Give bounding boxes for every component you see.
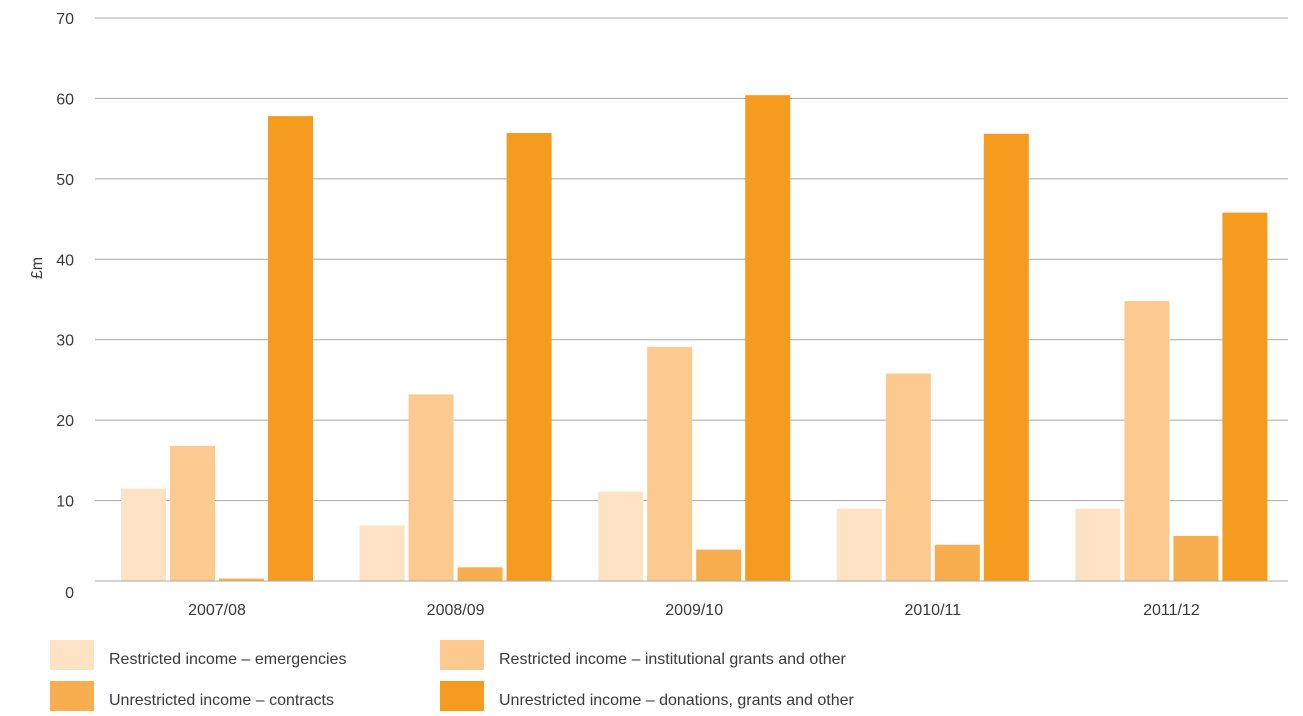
legend-label: Unrestricted income – contracts [109,692,334,709]
y-axis-label: £m [29,257,46,279]
y-axis-ticks: 0 10 20 30 40 50 60 70 [56,11,74,602]
legend: Restricted income – emergencies Restricte… [50,640,855,711]
legend-label: Unrestricted income – donations, grants … [499,692,855,709]
y-tick-label: 70 [56,11,74,28]
y-tick-label: 10 [56,494,74,511]
bar-2011-12-series-3 [1173,535,1219,581]
bar-2007-08-series-3 [219,578,264,581]
x-tick-label: 2011/12 [1143,602,1200,619]
legend-label: Restricted income – institutional grants… [499,651,847,668]
bar-2008-09-series-3 [457,567,503,581]
legend-swatch [50,640,94,670]
x-tick-label: 2009/10 [665,602,723,619]
bar-2011-12-series-2 [1124,301,1170,581]
bar-2009-10-series-1 [598,491,644,581]
bar-2010-11-series-4 [983,133,1029,581]
legend-swatch [50,681,94,711]
x-tick-label: 2008/09 [427,602,485,619]
bar-2007-08-series-4 [268,116,313,581]
bar-2007-08-series-1 [121,488,166,581]
bar-2007-08-series-2 [170,445,215,581]
bar-2008-09-series-2 [408,394,454,581]
legend-swatch [440,681,484,711]
x-tick-label: 2007/08 [188,602,246,619]
x-tick-label: 2010/11 [904,602,961,619]
y-tick-label: 0 [65,585,74,602]
bar-2008-09-series-1 [359,525,405,581]
bar-2011-12-series-4 [1222,212,1268,581]
y-tick-label: 20 [56,413,74,430]
legend-swatch [440,640,484,670]
bar-2010-11-series-3 [934,544,980,581]
bars [121,95,1268,581]
bar-2008-09-series-4 [506,133,552,581]
bar-2009-10-series-3 [696,549,742,581]
y-tick-label: 60 [56,91,74,108]
bar-2009-10-series-4 [745,95,791,581]
y-tick-label: 50 [56,172,74,189]
y-tick-label: 30 [56,333,74,350]
y-tick-label: 40 [56,252,74,269]
bar-2010-11-series-1 [836,508,882,581]
bar-2011-12-series-1 [1075,508,1121,581]
x-axis-ticks: 2007/08 2008/09 2009/10 2010/11 2011/12 [188,602,1200,619]
bar-2010-11-series-2 [885,373,931,581]
legend-label: Restricted income – emergencies [109,651,346,668]
bar-2009-10-series-2 [647,346,693,581]
